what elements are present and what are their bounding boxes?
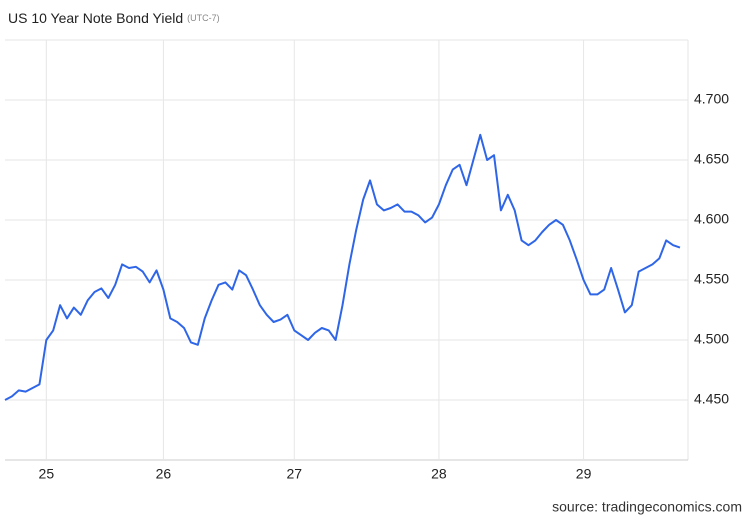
- x-tick-label: 25: [39, 466, 55, 482]
- source: source: tradingeconomics.com: [552, 499, 742, 515]
- y-tick-label: 4.650: [694, 151, 729, 167]
- subtitle: (UTC-7): [187, 13, 220, 23]
- x-tick-label: 26: [156, 466, 172, 482]
- x-tick-label: 28: [431, 466, 447, 482]
- y-tick-label: 4.500: [694, 331, 729, 347]
- y-tick-label: 4.550: [694, 271, 729, 287]
- x-tick-label: 29: [576, 466, 592, 482]
- line: [4, 133, 681, 401]
- y-tick-label: 4.700: [694, 91, 729, 107]
- title: US 10 Year Note Bond Yield: [8, 10, 183, 26]
- y-tick-label: 4.600: [694, 211, 729, 227]
- x-tick-label: 27: [286, 466, 302, 482]
- y-tick-label: 4.450: [694, 391, 729, 407]
- chart-title: US 10 Year Note Bond Yield (UTC-7): [8, 10, 220, 26]
